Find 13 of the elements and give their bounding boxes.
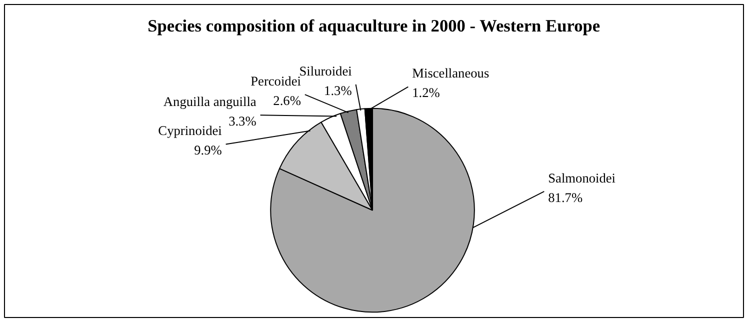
slice-label: Percoidei [250, 73, 302, 88]
slice-label: Siluroidei [299, 63, 352, 78]
slice-label: Cyprinoidei [158, 123, 222, 138]
slice-label: Salmonoidei [548, 170, 616, 186]
chart-title: Species composition of aquaculture in 2000 - Western Europe [148, 16, 600, 36]
slice-label: Anguilla anguilla [163, 94, 256, 109]
data-label: 2.6% [273, 92, 301, 108]
data-label: 81.7% [548, 190, 583, 205]
data-label: 1.3% [324, 82, 352, 98]
data-label: 3.3% [228, 113, 256, 128]
data-label: 1.2% [412, 85, 440, 100]
data-label: 9.9% [194, 142, 222, 158]
slice-label: Miscellaneous [412, 66, 490, 81]
